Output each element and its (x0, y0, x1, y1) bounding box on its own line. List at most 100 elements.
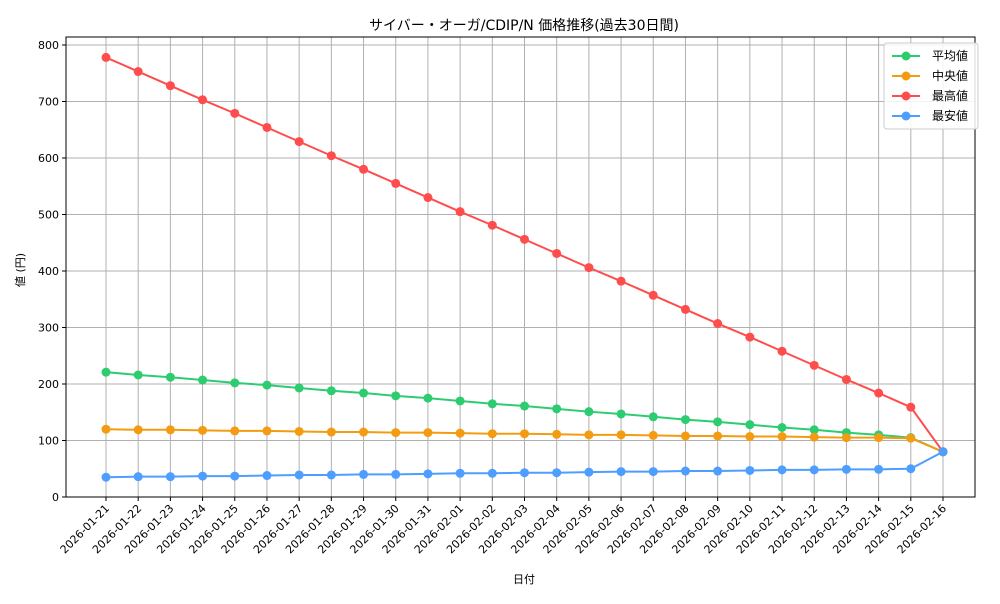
data-point (777, 465, 787, 475)
data-point (713, 319, 723, 329)
grid-lines (66, 37, 975, 498)
data-point (648, 290, 658, 300)
data-point (552, 468, 562, 478)
data-point (616, 409, 626, 419)
plot-frame (65, 36, 976, 498)
data-point (648, 412, 658, 422)
data-point (648, 430, 658, 440)
y-tick-label: 200 (38, 378, 59, 391)
data-point (616, 276, 626, 286)
y-tick-label: 300 (38, 322, 59, 335)
data-point (487, 399, 497, 409)
x-axis-ticks: 2026-01-212026-01-222026-01-232026-01-24… (58, 497, 949, 556)
data-point (262, 426, 272, 436)
data-point (777, 346, 787, 356)
legend-box (883, 42, 979, 130)
data-point (938, 447, 948, 457)
data-point (198, 95, 208, 105)
data-point (359, 164, 369, 174)
data-point (552, 248, 562, 258)
data-point (101, 472, 111, 482)
data-point (487, 468, 497, 478)
data-point (198, 425, 208, 435)
data-point (423, 428, 433, 438)
data-point (584, 430, 594, 440)
data-point (745, 432, 755, 442)
y-tick-label: 500 (38, 209, 59, 222)
data-point (680, 304, 690, 314)
data-point (133, 425, 143, 435)
data-point (101, 367, 111, 377)
data-point (455, 428, 465, 438)
data-point (230, 108, 240, 118)
data-point (552, 404, 562, 414)
data-point (520, 429, 529, 439)
data-point (680, 431, 690, 441)
data-point (584, 263, 594, 273)
data-point (874, 388, 884, 398)
svg-text:中央値: 中央値 (932, 68, 968, 83)
data-point (165, 425, 175, 435)
data-point (262, 122, 272, 132)
y-axis-ticks: 0 100 200 300 400 500 600 700 800 (38, 39, 66, 504)
data-point (841, 374, 851, 384)
data-point (680, 415, 690, 425)
data-point (326, 386, 336, 396)
svg-text:最高値: 最高値 (932, 88, 968, 103)
y-tick-label: 600 (38, 152, 59, 165)
data-point (391, 428, 401, 438)
x-axis-label: 日付 (513, 573, 535, 586)
data-point (809, 465, 819, 475)
data-point (487, 429, 497, 439)
data-point (809, 360, 819, 370)
data-point (101, 52, 111, 62)
data-point (809, 425, 819, 435)
data-point (713, 466, 723, 476)
data-point (230, 471, 240, 481)
data-point (359, 388, 369, 398)
data-point (423, 469, 433, 479)
data-point (262, 380, 272, 390)
data-point (101, 424, 111, 434)
data-point (874, 464, 884, 474)
series-line (101, 52, 948, 457)
data-point (777, 432, 787, 442)
y-axis-label: 値 (円) (14, 253, 27, 287)
series-line (101, 367, 948, 457)
data-point (648, 467, 658, 477)
data-point (133, 472, 143, 482)
data-point (487, 220, 497, 230)
data-point (680, 466, 690, 476)
data-point (165, 372, 175, 382)
data-point (423, 193, 433, 203)
data-point (841, 464, 851, 474)
data-point (326, 151, 336, 161)
data-point (294, 470, 304, 480)
data-point (455, 468, 465, 478)
data-point (455, 396, 465, 406)
data-point (520, 401, 529, 411)
data-point (423, 393, 433, 403)
data-point (520, 468, 529, 478)
data-point (294, 383, 304, 393)
legend-item: 中央値 (892, 68, 968, 83)
data-point (713, 431, 723, 441)
svg-text:最安値: 最安値 (932, 108, 968, 123)
data-point (294, 137, 304, 147)
data-point (391, 469, 401, 479)
series-line (101, 447, 948, 482)
data-point (391, 178, 401, 188)
data-point (198, 471, 208, 481)
data-point (745, 420, 755, 430)
data-point (133, 67, 143, 77)
data-point (841, 433, 851, 443)
data-point (230, 378, 240, 388)
data-point (874, 433, 884, 443)
data-point (552, 429, 562, 439)
svg-text:平均値: 平均値 (932, 48, 968, 63)
data-point (584, 407, 594, 417)
y-tick-label: 100 (38, 435, 59, 448)
